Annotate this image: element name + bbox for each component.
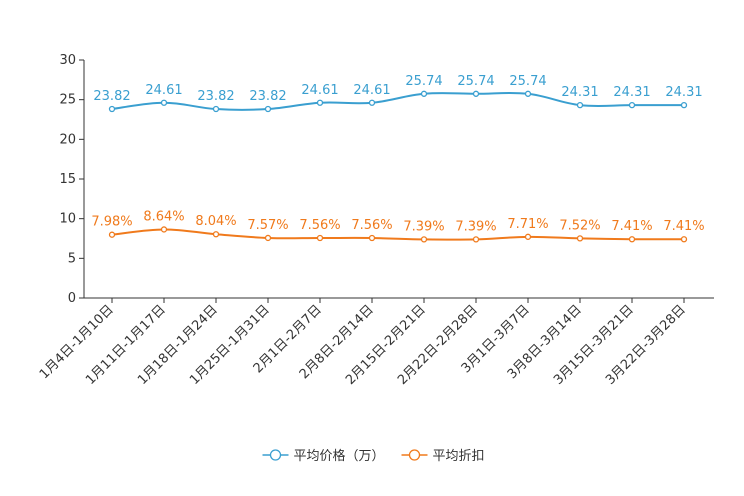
y-tick-label: 10 — [59, 212, 76, 227]
data-label: 25.74 — [509, 74, 546, 89]
y-tick-label: 30 — [59, 53, 76, 68]
data-point — [628, 101, 636, 109]
data-label: 7.52% — [559, 218, 600, 233]
data-label: 24.31 — [665, 85, 702, 100]
series-0: 23.82 24.61 23.82 23.82 24.61 24.61 25.74 25.74… — [93, 74, 703, 113]
data-point — [680, 101, 688, 109]
legend-marker — [408, 449, 421, 461]
data-point — [472, 236, 480, 243]
legend-item-1: 平均折扣 — [401, 449, 485, 464]
data-point — [420, 236, 428, 243]
y-tick-label: 0 — [68, 291, 76, 306]
data-label: 7.41% — [611, 219, 652, 234]
y-tick-label: 20 — [59, 132, 76, 147]
data-point — [160, 226, 168, 233]
data-point — [420, 90, 428, 97]
data-point — [316, 99, 324, 106]
data-point — [264, 234, 272, 242]
data-point — [368, 99, 376, 106]
legend-label: 平均价格（万） — [294, 448, 385, 464]
series-layer: 23.82 24.61 23.82 23.82 24.61 24.61 25.74 25.74… — [91, 74, 705, 243]
data-label: 24.61 — [301, 83, 338, 98]
data-label: 8.04% — [195, 214, 236, 229]
data-point — [212, 105, 220, 113]
data-label: 24.31 — [613, 85, 650, 100]
data-label: 8.64% — [143, 209, 184, 224]
data-label: 7.39% — [403, 219, 444, 234]
data-label: 7.56% — [351, 218, 392, 233]
legend-item-0: 平均价格（万） — [262, 448, 385, 464]
data-point — [524, 90, 532, 97]
y-tick-label: 5 — [68, 251, 76, 266]
data-point — [108, 231, 116, 238]
legend-marker — [269, 449, 282, 461]
data-point — [680, 236, 688, 243]
series-line — [111, 228, 685, 241]
data-label: 24.61 — [145, 83, 182, 98]
series-line — [111, 91, 684, 111]
data-label: 25.74 — [405, 74, 442, 89]
data-label: 25.74 — [457, 74, 494, 89]
data-point — [316, 234, 324, 242]
y-tick-label: 15 — [59, 172, 76, 187]
data-point — [264, 105, 272, 113]
data-point — [524, 233, 532, 240]
data-point — [472, 90, 480, 97]
data-label: 7.41% — [663, 219, 704, 234]
data-label: 23.82 — [197, 89, 234, 104]
data-label: 23.82 — [249, 89, 286, 104]
data-point — [576, 235, 584, 242]
y-tick-label: 25 — [59, 93, 76, 108]
data-label: 7.56% — [299, 218, 340, 233]
legend: 平均价格（万） 平均折扣 — [262, 448, 485, 464]
data-label: 7.57% — [247, 218, 288, 233]
data-point — [368, 234, 376, 242]
data-point — [576, 101, 584, 109]
data-label: 24.61 — [353, 83, 390, 98]
data-label: 7.98% — [91, 215, 132, 230]
data-label: 7.39% — [455, 219, 496, 234]
data-point — [108, 105, 116, 113]
data-point — [212, 231, 220, 238]
data-label: 24.31 — [561, 85, 598, 100]
data-point — [628, 236, 636, 243]
data-label: 7.71% — [507, 217, 548, 232]
legend-label: 平均折扣 — [433, 449, 485, 464]
data-point — [160, 99, 168, 106]
data-label: 23.82 — [93, 89, 130, 104]
series-1: 7.98% 8.64% 8.04% 7.57% 7.56% 7.56% 7.39% 7.39%… — [91, 209, 705, 243]
